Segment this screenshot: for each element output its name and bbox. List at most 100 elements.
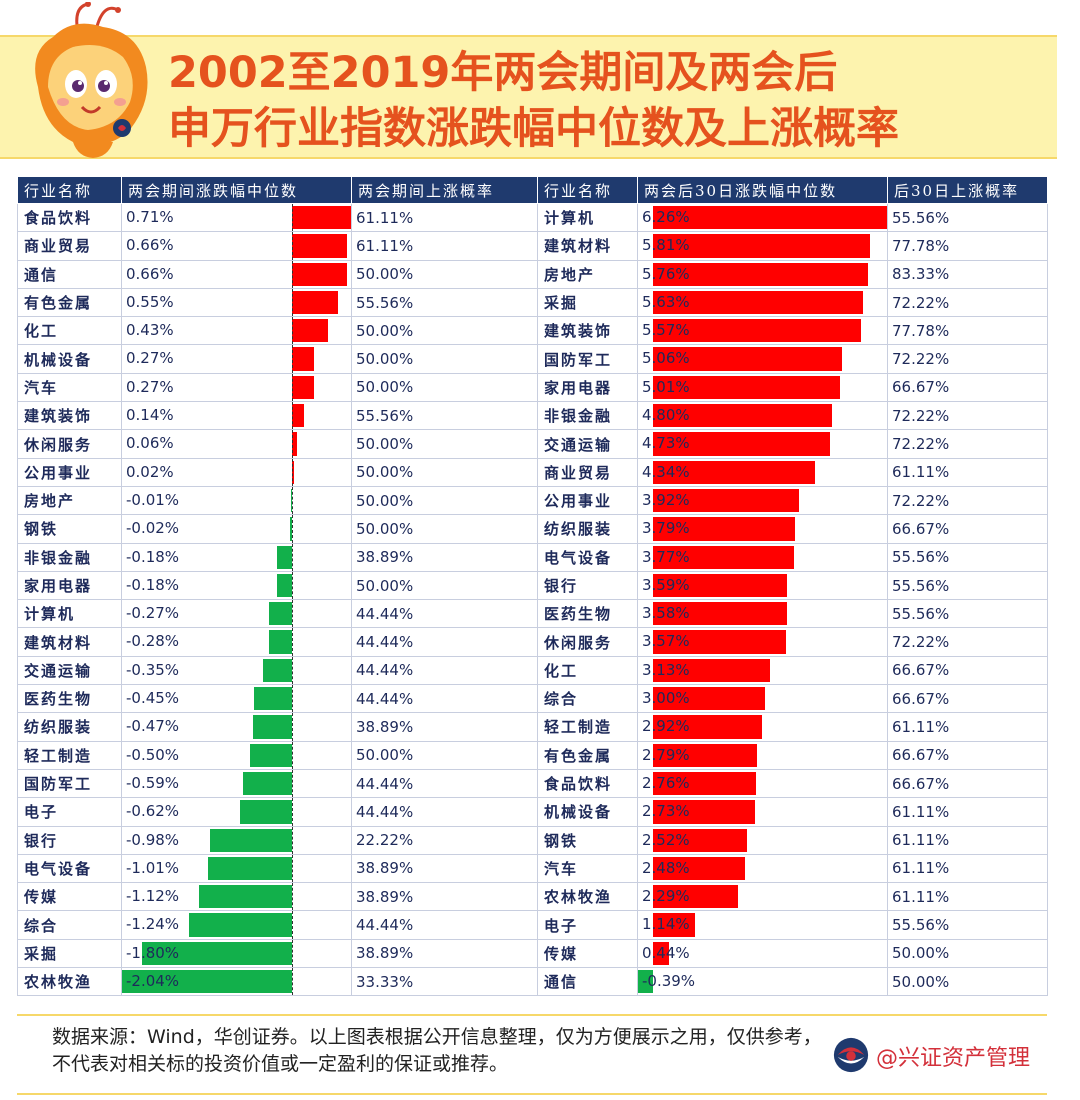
left-median-label: -1.12% (126, 887, 180, 906)
left-bar (269, 602, 292, 626)
right-median-label: 0.44% (642, 943, 690, 962)
right-median-label: 5.63% (642, 292, 690, 311)
table-row: 建筑装饰 0.14% 55.56% 非银金融 4.80% 72.22% (17, 401, 1048, 431)
left-bar (291, 404, 304, 428)
right-median-label: 1.14% (642, 915, 690, 934)
left-industry-name: 综合 (17, 910, 122, 940)
right-bar (652, 715, 762, 739)
left-bar (291, 234, 347, 258)
left-bar-area: 0.55% (123, 289, 351, 316)
table-row: 电子 -0.62% 44.44% 机械设备 2.73% 61.11% (17, 797, 1048, 827)
left-zero-line (291, 402, 293, 429)
left-zero-line (291, 204, 293, 231)
right-median-cell: -0.39% (637, 967, 888, 997)
left-industry-name: 休闲服务 (17, 429, 122, 459)
chart-title: 2002至2019年两会期间及两会后 申万行业指数涨跌幅中位数及上涨概率 (168, 45, 1048, 157)
right-median-cell: 3.00% (637, 684, 888, 714)
right-bar (652, 517, 795, 541)
right-up-probability: 66.67% (887, 684, 1048, 714)
right-industry-name: 家用电器 (537, 372, 638, 403)
left-median-cell: -0.98% (121, 825, 352, 855)
left-zero-line (291, 289, 293, 316)
left-median-cell: 0.27% (121, 372, 352, 403)
right-industry-name: 电气设备 (537, 542, 638, 572)
right-median-label: 5.57% (642, 321, 690, 340)
right-industry-name: 商业贸易 (537, 457, 638, 487)
right-median-label: 2.79% (642, 745, 690, 764)
right-bar-area: 3.79% (639, 516, 887, 542)
right-median-cell: 2.76% (637, 768, 888, 799)
right-industry-name: 综合 (537, 684, 638, 714)
right-bar (652, 290, 864, 315)
left-industry-name: 传媒 (17, 882, 122, 912)
left-median-label: -1.24% (126, 915, 180, 934)
right-bar-area: 1.14% (639, 912, 887, 938)
left-bar (198, 885, 292, 909)
right-bar-area: 5.01% (639, 374, 887, 400)
left-up-probability: 44.44% (351, 768, 538, 799)
left-bar-area: -1.12% (123, 883, 351, 910)
left-median-cell: -0.62% (121, 797, 352, 827)
left-industry-name: 银行 (17, 825, 122, 855)
left-industry-name: 机械设备 (17, 344, 122, 374)
left-industry-name: 家用电器 (17, 570, 122, 601)
right-median-label: 3.58% (642, 604, 690, 623)
right-median-label: 2.52% (642, 830, 690, 849)
right-bar (652, 913, 696, 937)
table-row: 计算机 -0.27% 44.44% 医药生物 3.58% 55.56% (17, 599, 1048, 629)
left-zero-line (291, 742, 293, 769)
right-industry-name: 轻工制造 (537, 712, 638, 742)
left-up-probability: 61.11% (351, 202, 538, 233)
right-up-probability: 55.56% (887, 570, 1048, 601)
left-bar-area: -0.02% (123, 515, 351, 543)
right-industry-name: 电子 (537, 910, 638, 940)
right-bar-area: 5.63% (639, 289, 887, 315)
right-up-probability: 72.22% (887, 401, 1048, 431)
right-industry-name: 银行 (537, 570, 638, 601)
left-zero-line (291, 459, 293, 486)
left-bar (250, 743, 292, 767)
right-up-probability: 61.11% (887, 882, 1048, 912)
table-row: 钢铁 -0.02% 50.00% 纺织服装 3.79% 66.67% (17, 514, 1048, 544)
right-up-probability: 61.11% (887, 457, 1048, 487)
right-industry-name: 通信 (537, 967, 638, 997)
right-bar (638, 970, 653, 994)
table-row: 休闲服务 0.06% 50.00% 交通运输 4.73% 72.22% (17, 429, 1048, 459)
table-row: 通信 0.66% 50.00% 房地产 5.76% 83.33% (17, 259, 1048, 289)
right-bar (652, 828, 747, 852)
right-median-cell: 3.13% (637, 655, 888, 686)
right-industry-name: 化工 (537, 655, 638, 686)
right-industry-name: 建筑装饰 (537, 316, 638, 346)
left-median-cell: -1.12% (121, 882, 352, 912)
left-bar-area: 0.66% (123, 261, 351, 288)
left-up-probability: 50.00% (351, 485, 538, 516)
right-bar-area: 0.44% (639, 940, 887, 966)
table-row: 商业贸易 0.66% 61.11% 建筑材料 5.81% 77.78% (17, 231, 1048, 261)
right-up-probability: 72.22% (887, 287, 1048, 318)
left-median-cell: -1.24% (121, 910, 352, 940)
left-zero-line (291, 600, 293, 627)
left-up-probability: 33.33% (351, 967, 538, 997)
left-up-probability: 50.00% (351, 372, 538, 403)
right-up-probability: 83.33% (887, 259, 1048, 289)
header-during-prob: 两会期间上涨概率 (351, 176, 538, 204)
right-up-probability: 77.78% (887, 316, 1048, 346)
left-median-cell: -1.80% (121, 938, 352, 969)
left-bar (291, 347, 315, 371)
left-median-label: -0.47% (126, 717, 180, 736)
right-bar-area: 5.57% (639, 318, 887, 344)
title-line-2: 申万行业指数涨跌幅中位数及上涨概率 (168, 104, 899, 154)
left-median-cell: 0.55% (121, 287, 352, 318)
right-bar (652, 347, 843, 371)
right-median-cell: 3.58% (637, 599, 888, 629)
table-row: 农林牧渔 -2.04% 33.33% 通信 -0.39% 50.00% (17, 967, 1048, 997)
left-bar-area: -1.80% (123, 940, 351, 967)
right-median-label: 4.80% (642, 406, 690, 425)
right-bar-area: 3.57% (639, 629, 887, 655)
left-bar-area: -1.01% (123, 855, 351, 882)
left-median-cell: 0.02% (121, 457, 352, 487)
left-median-label: -0.28% (126, 632, 180, 651)
right-bar (652, 573, 788, 598)
right-up-probability: 61.11% (887, 712, 1048, 742)
right-industry-name: 采掘 (537, 287, 638, 318)
